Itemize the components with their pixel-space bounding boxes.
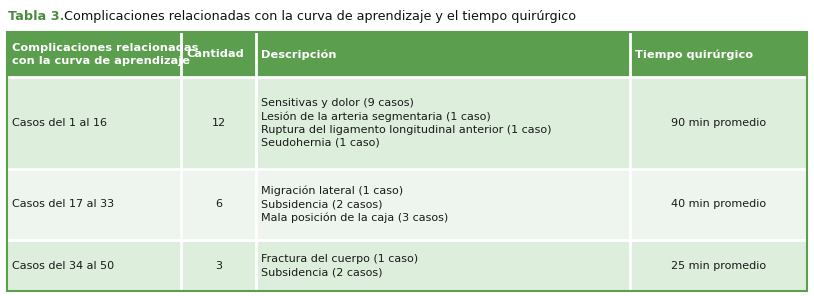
- Bar: [7, 169, 182, 240]
- Text: 6: 6: [215, 199, 222, 209]
- Bar: [630, 169, 807, 240]
- Text: 90 min promedio: 90 min promedio: [671, 118, 766, 128]
- Bar: [7, 32, 807, 291]
- Text: Complicaciones relacionadas con la curva de aprendizaje y el tiempo quirúrgico: Complicaciones relacionadas con la curva…: [60, 10, 576, 23]
- Bar: [7, 32, 182, 77]
- Bar: [7, 240, 182, 291]
- Bar: [256, 169, 630, 240]
- Bar: [256, 77, 630, 169]
- Text: Casos del 1 al 16: Casos del 1 al 16: [12, 118, 107, 128]
- Text: Fractura del cuerpo (1 caso)
Subsidencia (2 casos): Fractura del cuerpo (1 caso) Subsidencia…: [260, 254, 418, 277]
- Bar: [7, 77, 182, 169]
- Bar: [182, 169, 256, 240]
- Text: 40 min promedio: 40 min promedio: [671, 199, 766, 209]
- Text: Descripción: Descripción: [260, 49, 336, 60]
- Text: Complicaciones relacionadas
con la curva de aprendizaje: Complicaciones relacionadas con la curva…: [12, 43, 199, 66]
- Text: 25 min promedio: 25 min promedio: [671, 260, 766, 271]
- Text: Casos del 17 al 33: Casos del 17 al 33: [12, 199, 114, 209]
- Bar: [182, 32, 256, 77]
- Bar: [630, 240, 807, 291]
- Bar: [630, 77, 807, 169]
- Text: Cantidad: Cantidad: [186, 49, 244, 59]
- Text: Tiempo quirúrgico: Tiempo quirúrgico: [635, 49, 753, 60]
- Bar: [630, 32, 807, 77]
- Bar: [256, 240, 630, 291]
- Text: Migración lateral (1 caso)
Subsidencia (2 casos)
Mala posición de la caja (3 cas: Migración lateral (1 caso) Subsidencia (…: [260, 186, 448, 223]
- Text: 3: 3: [215, 260, 222, 271]
- Bar: [182, 240, 256, 291]
- Bar: [256, 32, 630, 77]
- Text: Sensitivas y dolor (9 casos)
Lesión de la arteria segmentaria (1 caso)
Ruptura d: Sensitivas y dolor (9 casos) Lesión de l…: [260, 98, 551, 148]
- Bar: [182, 77, 256, 169]
- Text: 12: 12: [212, 118, 225, 128]
- Text: Tabla 3.: Tabla 3.: [8, 10, 64, 23]
- Text: Casos del 34 al 50: Casos del 34 al 50: [12, 260, 114, 271]
